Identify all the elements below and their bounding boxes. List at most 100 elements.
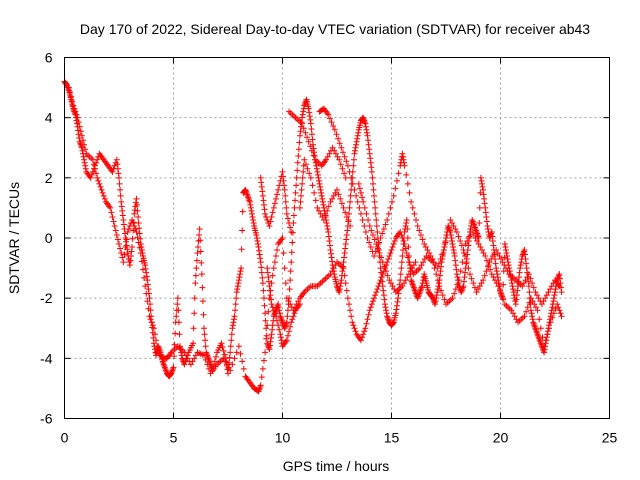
data-point	[302, 129, 309, 136]
data-point	[117, 192, 124, 199]
data-point	[325, 228, 332, 235]
data-point	[116, 241, 122, 248]
data-point	[306, 109, 313, 116]
data-point	[100, 192, 107, 199]
data-point	[231, 355, 238, 362]
data-point	[101, 195, 108, 202]
data-point	[401, 159, 408, 166]
data-point	[372, 210, 379, 217]
data-point	[192, 352, 199, 359]
data-point	[126, 259, 133, 266]
data-point	[351, 147, 358, 154]
data-point	[511, 313, 518, 320]
data-point	[414, 222, 421, 229]
data-point	[150, 340, 157, 347]
data-point	[345, 210, 352, 217]
data-point	[287, 277, 294, 284]
data-point	[267, 218, 274, 225]
data-point	[118, 198, 125, 205]
data-point	[227, 367, 234, 374]
data-point	[270, 265, 277, 272]
data-point	[462, 253, 469, 260]
data-point	[305, 138, 312, 145]
data-point	[87, 174, 94, 181]
data-point	[513, 296, 520, 303]
data-point	[256, 247, 263, 254]
data-point	[426, 250, 433, 257]
data-point	[383, 268, 390, 275]
data-point	[266, 346, 273, 353]
data-point	[372, 248, 379, 255]
data-point	[317, 210, 324, 217]
axis-ticks	[64, 57, 610, 419]
x-tick-label: 0	[61, 430, 69, 446]
data-point	[309, 182, 316, 189]
data-point	[501, 262, 508, 269]
data-point	[365, 216, 372, 223]
data-point	[454, 281, 461, 288]
data-point	[279, 235, 286, 241]
data-point	[147, 301, 154, 308]
data-point	[433, 292, 440, 299]
data-point	[197, 248, 204, 255]
data-point	[482, 253, 489, 260]
data-point	[389, 244, 396, 251]
data-point	[239, 358, 246, 365]
data-point	[129, 235, 136, 242]
data-point	[339, 268, 346, 275]
data-point	[235, 277, 242, 284]
data-point	[127, 257, 134, 264]
data-point	[355, 129, 362, 136]
data-point	[556, 275, 563, 282]
data-point	[379, 259, 386, 266]
data-point	[488, 271, 495, 278]
data-point	[344, 227, 351, 234]
data-point	[116, 180, 123, 187]
data-point	[332, 189, 339, 196]
data-point	[171, 353, 178, 360]
data-point	[277, 334, 284, 341]
data-point	[516, 269, 523, 276]
data-point	[369, 180, 376, 187]
data-point	[138, 258, 145, 265]
data-point	[314, 171, 321, 178]
data-point	[250, 216, 257, 223]
data-point	[362, 228, 369, 235]
data-point	[521, 247, 528, 254]
data-point	[175, 307, 182, 314]
data-point	[432, 298, 439, 305]
data-point	[232, 301, 239, 308]
data-point	[434, 289, 441, 296]
data-point	[139, 266, 146, 273]
data-point	[265, 308, 272, 315]
data-point	[75, 131, 82, 138]
data-point	[519, 283, 526, 290]
data-point	[263, 213, 270, 220]
data-point	[300, 108, 307, 115]
data-point	[289, 239, 296, 246]
data-point	[343, 158, 350, 165]
data-point	[221, 351, 228, 358]
data-point	[330, 192, 337, 199]
data-point	[342, 245, 349, 252]
data-point	[144, 298, 151, 305]
data-point	[271, 310, 278, 317]
data-point	[284, 215, 291, 222]
data-point	[202, 356, 209, 363]
data-point	[82, 165, 89, 172]
data-point	[510, 310, 517, 317]
data-point	[449, 241, 456, 248]
data-point	[320, 216, 327, 223]
data-point	[527, 275, 534, 282]
data-point	[398, 259, 405, 266]
data-point	[472, 235, 479, 241]
data-point	[183, 352, 190, 359]
data-point	[196, 225, 203, 232]
data-point	[317, 186, 324, 193]
data-point	[109, 168, 116, 175]
data-point	[319, 195, 326, 202]
data-point	[265, 274, 272, 281]
data-point	[556, 307, 563, 314]
data-point	[341, 153, 348, 160]
data-point	[371, 236, 378, 243]
